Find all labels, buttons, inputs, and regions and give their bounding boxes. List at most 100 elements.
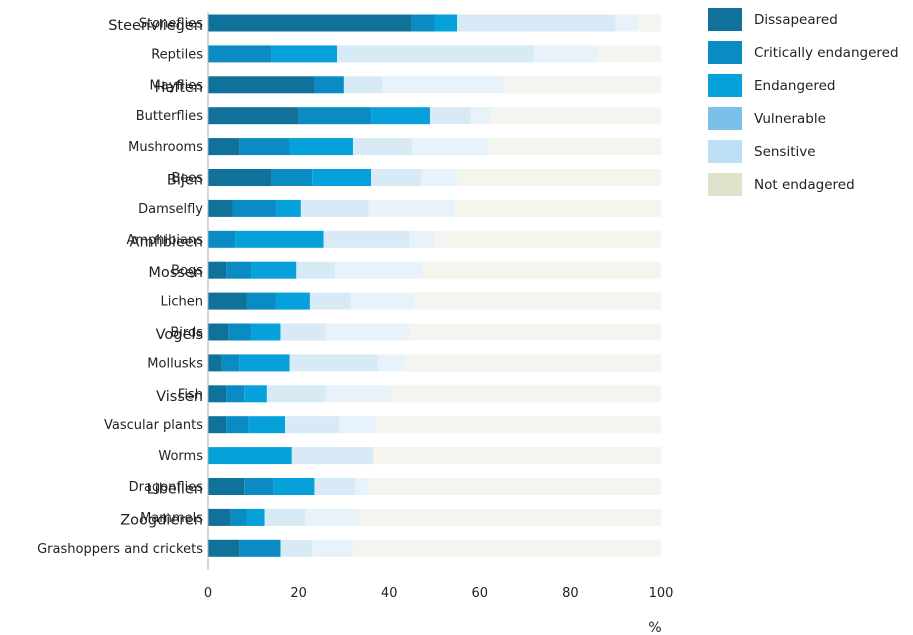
bar-segment-3-5 [470,107,492,125]
category-label: Amphibians [126,233,203,248]
overlay-label: Bijen [167,173,203,189]
bar-segment-7-5 [409,230,435,248]
bar-segment-4-5 [411,138,489,156]
bar-segment-10-6 [409,323,661,341]
bar-segment-17-5 [312,539,353,557]
bar-segment-8-1 [226,261,252,279]
bar-segment-4-4 [352,138,412,156]
bar-segment-1-4 [337,45,535,63]
bar-segment-7-1 [208,230,236,248]
bar-segment-16-0 [208,508,231,526]
bar-segment-12-1 [226,385,245,403]
bar-segment-2-5 [382,76,505,94]
bar-segment-9-0 [208,292,247,310]
overlay-label: Zoogdieren [120,512,203,528]
bar-segment-17-1 [239,539,281,557]
bar-segment-1-5 [534,45,598,63]
category-label: Grashoppers and crickets [37,542,203,557]
bar-segment-0-2 [434,14,458,32]
bar-segment-9-6 [414,292,661,310]
bar-segment-14-4 [291,447,374,465]
bar-segment-0-1 [411,14,435,32]
bar-segment-13-1 [226,416,249,434]
bar-segment-3-4 [429,107,471,125]
bar-segment-17-4 [280,539,313,557]
bar-segment-12-0 [208,385,227,403]
x-tick-label: 100 [649,586,674,601]
category-label: Lichen [161,295,203,310]
bar-segment-11-4 [289,354,378,372]
bar-segment-5-5 [420,169,458,186]
category-label: Birds [170,326,203,341]
category-label: Dragonflies [129,480,204,495]
category-label: Bogs [171,264,203,279]
legend-label: Endangered [754,78,836,94]
bar-segment-16-1 [230,508,247,526]
bar-segment-12-5 [325,385,392,403]
bar-segment-4-0 [208,138,240,156]
bar-segment-5-1 [271,169,313,186]
bar-segment-12-2 [244,385,267,403]
bar-segment-8-2 [251,261,297,279]
overlay-labels: Steenvliegen Haften Bijen Amfibieen Mossen Vo… [108,18,203,528]
category-label: Fish [178,387,203,402]
bar-segment-15-2 [273,478,315,495]
bar-segment-9-2 [275,292,310,310]
bar-segment-3-2 [371,107,430,125]
bar-segment-10-1 [228,323,252,341]
bar-segment-16-6 [359,508,661,526]
category-labels: Stoneflies Reptiles Mayflies Butterflies Mus… [37,17,203,557]
bar-segment-16-4 [264,508,306,526]
bar-segment-13-6 [375,416,661,434]
bar-segment-3-1 [298,107,372,125]
legend: Dissapeared Critically endangered Endanger… [708,8,899,196]
bar-segment-11-2 [239,354,290,372]
bar-segment-15-0 [208,478,245,495]
x-tick-label: 40 [381,586,398,601]
legend-label: Critically endangered [754,45,899,61]
bar-segment-13-4 [285,416,340,434]
overlay-label: Libellen [147,482,203,498]
legend-swatch [708,173,742,196]
bar-segment-6-2 [275,199,301,217]
bar-segment-6-5 [368,199,455,217]
x-axis-label: % [648,620,661,635]
bar-segment-10-0 [208,323,229,341]
category-label: Butterflies [136,109,203,124]
legend-label: Dissapeared [754,12,838,28]
bar-segment-4-1 [239,138,290,156]
bar-segment-7-2 [235,230,324,248]
bar-segment-10-2 [251,323,281,341]
category-label: Bees [171,171,203,186]
bar-segment-8-6 [423,261,661,279]
bar-segment-6-6 [454,199,661,217]
bar-segment-14-2 [208,447,292,465]
legend-swatch [708,8,742,31]
bar-segment-3-0 [208,107,299,125]
bar-segment-6-0 [208,199,233,217]
category-label: Stoneflies [139,17,203,32]
bar-segment-8-5 [334,261,424,279]
legend-label: Vulnerable [754,111,826,127]
bar-segment-0-6 [638,14,661,32]
bar-segment-3-6 [491,107,662,125]
bar-segment-12-6 [391,385,661,403]
bar-segment-11-1 [221,354,240,372]
bar-segment-17-0 [208,539,240,557]
bar-segment-5-6 [457,169,661,186]
bar-segment-2-4 [343,76,383,94]
legend-swatch [708,107,742,130]
bar-segment-8-0 [208,261,227,279]
bar-segment-8-4 [296,261,335,279]
category-label: Damselfly [138,202,203,217]
bar-segment-16-5 [305,508,360,526]
bar-segment-6-4 [300,199,369,217]
bar-segment-2-1 [314,76,344,94]
bar-segment-4-2 [289,138,353,156]
bar-segment-2-6 [504,76,661,94]
bar-segment-10-4 [280,323,326,341]
bar-segment-15-4 [314,478,356,495]
category-label: Mayflies [150,78,204,93]
category-label: Mammels [140,511,203,526]
bar-segment-0-4 [457,14,616,32]
